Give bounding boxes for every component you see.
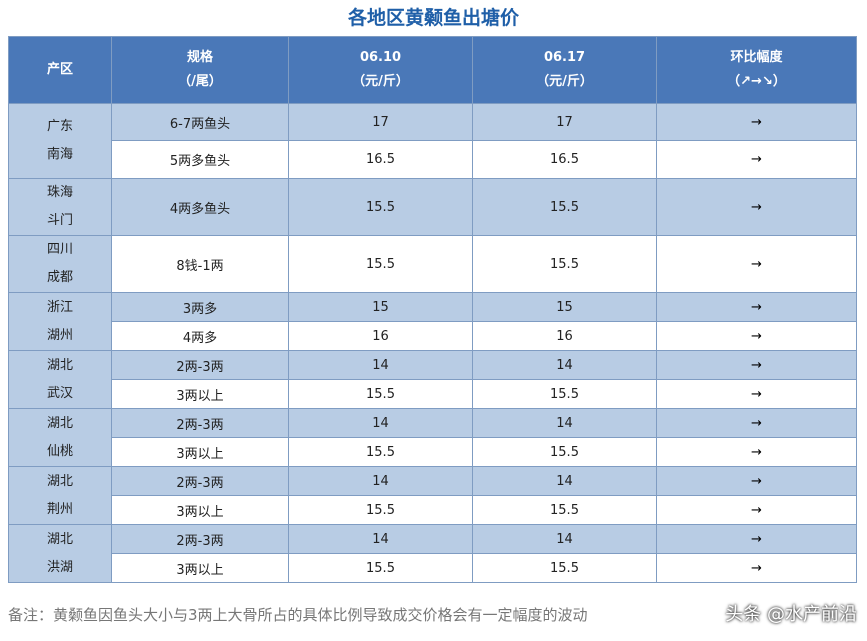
trend-cell: → [656, 379, 857, 409]
table-row: 3两以上 15.5 15.5 → [9, 379, 857, 409]
table-row: 3两以上 15.5 15.5 → [9, 495, 857, 525]
spec-cell: 3两以上 [111, 495, 289, 525]
price-0617-cell: 15 [472, 292, 657, 322]
price-0610-cell: 14 [288, 466, 473, 496]
spec-cell: 2两-3两 [111, 350, 289, 380]
table-row: 4两多 16 16 → [9, 321, 857, 351]
price-0617-cell: 14 [472, 524, 657, 554]
trend-cell: → [656, 350, 857, 380]
spec-cell: 4两多鱼头 [111, 178, 289, 236]
trend-cell: → [656, 466, 857, 496]
trend-cell: → [656, 553, 857, 583]
trend-cell: → [656, 178, 857, 236]
region-cell: 广东 南海 [8, 103, 112, 179]
spec-cell: 2两-3两 [111, 524, 289, 554]
price-0610-cell: 14 [288, 524, 473, 554]
price-0610-cell: 14 [288, 350, 473, 380]
spec-cell: 5两多鱼头 [111, 140, 289, 179]
region-cell: 四川 成都 [8, 235, 112, 293]
header-trend: 环比幅度 （↗→↘） [656, 36, 857, 104]
header-date-1: 06.10 （元/斤） [288, 36, 473, 104]
trend-cell: → [656, 103, 857, 141]
price-0617-cell: 17 [472, 103, 657, 141]
spec-cell: 2两-3两 [111, 408, 289, 438]
price-0617-cell: 15.5 [472, 379, 657, 409]
region-cell: 湖北 仙桃 [8, 408, 112, 467]
spec-cell: 6-7两鱼头 [111, 103, 289, 141]
price-0610-cell: 16.5 [288, 140, 473, 179]
table-row: 四川 成都 8钱-1两 15.5 15.5 → [8, 235, 857, 293]
spec-cell: 3两以上 [111, 553, 289, 583]
trend-cell: → [656, 321, 857, 351]
trend-cell: → [656, 292, 857, 322]
region-cell: 湖北 荆州 [8, 466, 112, 525]
region-cell: 珠海 斗门 [8, 178, 112, 236]
table-row: 3两以上 15.5 15.5 → [9, 553, 857, 583]
price-0617-cell: 16 [472, 321, 657, 351]
price-0617-cell: 16.5 [472, 140, 657, 179]
trend-cell: → [656, 495, 857, 525]
table-row: 5两多鱼头 16.5 16.5 → [9, 140, 857, 179]
price-0610-cell: 15.5 [288, 178, 473, 236]
spec-cell: 2两-3两 [111, 466, 289, 496]
trend-cell: → [656, 408, 857, 438]
table-row: 湖北 武汉 2两-3两 14 14 → [8, 350, 857, 409]
header-date-2: 06.17 （元/斤） [472, 36, 657, 104]
spec-cell: 3两以上 [111, 379, 289, 409]
trend-cell: → [656, 437, 857, 467]
price-0617-cell: 15.5 [472, 235, 657, 293]
spec-cell: 4两多 [111, 321, 289, 351]
watermark: 头条 @水产前沿 [725, 604, 857, 625]
price-0610-cell: 15.5 [288, 235, 473, 293]
price-0610-cell: 14 [288, 408, 473, 438]
trend-cell: → [656, 140, 857, 179]
table-title: 各地区黄颡鱼出塘价 [347, 7, 519, 29]
table-body: 广东 南海 6-7两鱼头 17 17 → 5两多鱼头 16.5 16.5 → 珠海 斗门 4两多鱼头 15… [8, 103, 857, 583]
spec-cell: 8钱-1两 [111, 235, 289, 293]
footnote: 备注：黄颡鱼因鱼头大小与3两上大骨所占的具体比例导致成交价格会有一定幅度的波动 [8, 606, 588, 624]
price-0617-cell: 15.5 [472, 437, 657, 467]
price-0610-cell: 16 [288, 321, 473, 351]
price-0610-cell: 15.5 [288, 437, 473, 467]
table-row: 珠海 斗门 4两多鱼头 15.5 15.5 → [8, 178, 857, 236]
region-cell: 湖北 武汉 [8, 350, 112, 409]
price-0617-cell: 14 [472, 408, 657, 438]
header-row: 产区 规格 （/尾） 06.10 （元/斤） 06.17 （元/斤） 环比幅度 （↗→↘… [8, 36, 857, 104]
table-row: 湖北 荆州 2两-3两 14 14 → [8, 466, 857, 525]
table-row: 3两以上 15.5 15.5 → [9, 437, 857, 467]
price-0617-cell: 14 [472, 350, 657, 380]
spec-cell: 3两多 [111, 292, 289, 322]
trend-cell: → [656, 524, 857, 554]
header-spec: 规格 （/尾） [111, 36, 289, 104]
price-0610-cell: 15.5 [288, 495, 473, 525]
table-row: 浙江 湖州 3两多 15 15 → [8, 292, 857, 351]
spec-cell: 3两以上 [111, 437, 289, 467]
table-row: 广东 南海 6-7两鱼头 17 17 → [8, 103, 857, 179]
price-0617-cell: 15.5 [472, 178, 657, 236]
header-region: 产区 [8, 36, 112, 104]
price-0610-cell: 17 [288, 103, 473, 141]
price-0610-cell: 15.5 [288, 553, 473, 583]
price-0617-cell: 14 [472, 466, 657, 496]
price-0617-cell: 15.5 [472, 553, 657, 583]
price-0610-cell: 15 [288, 292, 473, 322]
price-0617-cell: 15.5 [472, 495, 657, 525]
price-0610-cell: 15.5 [288, 379, 473, 409]
table-row: 湖北 仙桃 2两-3两 14 14 → [8, 408, 857, 467]
region-cell: 浙江 湖州 [8, 292, 112, 351]
price-table: 产区 规格 （/尾） 06.10 （元/斤） 06.17 （元/斤） 环比幅度 （↗→↘… [8, 36, 857, 583]
table-row: 湖北 洪湖 2两-3两 14 14 → [8, 524, 857, 583]
trend-cell: → [656, 235, 857, 293]
region-cell: 湖北 洪湖 [8, 524, 112, 583]
